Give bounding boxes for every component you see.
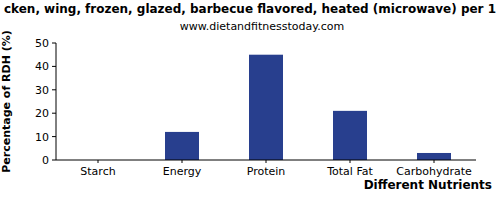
y-tick <box>52 89 56 90</box>
x-tick-label: Protein <box>247 165 286 178</box>
bar <box>333 111 367 160</box>
y-tick <box>52 113 56 114</box>
y-axis <box>56 43 57 160</box>
x-tick-label: Carbohydrate <box>396 165 472 178</box>
y-tick <box>52 66 56 67</box>
y-tick <box>52 136 56 137</box>
y-tick-label: 20 <box>35 107 49 120</box>
x-tick-label: Starch <box>80 165 115 178</box>
x-axis-label: Different Nutrients <box>364 178 492 192</box>
bars <box>165 55 451 160</box>
y-axis-label: Percentage of RDH (%) <box>0 30 13 173</box>
y-tick-label: 40 <box>35 60 49 73</box>
bar <box>165 132 199 160</box>
x-tick-label: Total Fat <box>326 165 373 178</box>
chart: cken, wing, frozen, glazed, barbecue fla… <box>0 0 500 200</box>
x-tick-label: Energy <box>163 165 202 178</box>
x-axis <box>56 160 476 161</box>
y-tick-label: 30 <box>35 84 49 97</box>
y-tick-label: 10 <box>35 131 49 144</box>
y-tick-label: 0 <box>42 154 49 167</box>
title: cken, wing, frozen, glazed, barbecue fla… <box>4 2 496 16</box>
y-tick <box>52 43 56 44</box>
y-tick-label: 50 <box>35 37 49 50</box>
bar <box>249 55 283 160</box>
y-tick <box>52 160 56 161</box>
subtitle: www.dietandfitnesstoday.com <box>180 20 344 33</box>
bar <box>417 153 451 160</box>
